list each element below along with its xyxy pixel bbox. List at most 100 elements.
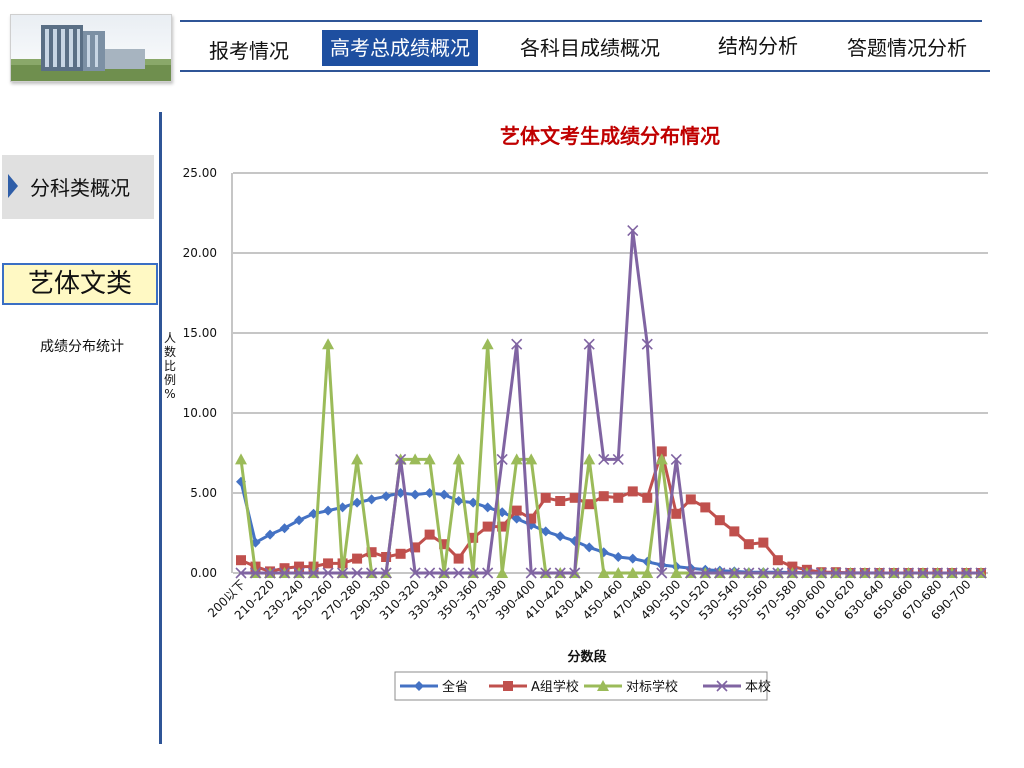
data-point (468, 497, 479, 508)
nav-tab-subject-score[interactable]: 各科目成绩概况 (520, 36, 660, 60)
data-point (511, 338, 523, 350)
data-point (409, 567, 421, 579)
data-point (743, 539, 754, 550)
data-point (423, 453, 436, 465)
data-point (497, 521, 508, 532)
data-point (801, 567, 813, 579)
play-arrow-icon (8, 174, 18, 198)
legend-label: 全省 (442, 679, 468, 695)
data-point (337, 567, 349, 579)
y-axis-label: 人数比例% (163, 331, 176, 401)
sidebar-selected-category[interactable]: 艺体文类 (2, 263, 158, 305)
data-point (917, 567, 929, 579)
data-point (352, 497, 363, 508)
data-point (337, 502, 348, 513)
data-point (236, 555, 246, 566)
data-point (830, 567, 842, 579)
data-point (786, 567, 798, 579)
legend-label: A组学校 (531, 679, 579, 695)
data-point (597, 567, 610, 578)
data-point (410, 489, 421, 500)
nav-tab-registration[interactable]: 报考情况 (209, 39, 289, 63)
data-point (626, 567, 639, 578)
data-point (627, 225, 639, 237)
data-point (352, 553, 363, 564)
sidebar-divider (159, 112, 162, 744)
data-point (540, 492, 551, 503)
data-point (525, 567, 537, 579)
data-point (468, 532, 479, 543)
nav-tab-structure[interactable]: 结构分析 (718, 34, 798, 58)
data-point (655, 453, 668, 465)
data-point (293, 567, 305, 579)
data-point (453, 496, 464, 506)
data-point (656, 567, 668, 579)
school-building-logo (10, 14, 172, 82)
legend-label: 对标学校 (626, 679, 678, 695)
data-point (439, 539, 450, 550)
data-point (612, 453, 624, 465)
data-point (511, 513, 522, 524)
data-point (584, 542, 595, 553)
y-tick-label: 0.00 (190, 566, 217, 580)
y-tick-label: 5.00 (190, 486, 217, 500)
data-point (526, 513, 537, 524)
data-point (729, 526, 740, 537)
data-point (235, 567, 247, 579)
data-point (264, 567, 276, 579)
header-bottom-rule (180, 70, 990, 72)
data-point (279, 523, 290, 534)
data-point (482, 567, 494, 579)
data-point (366, 547, 377, 558)
data-point (598, 453, 610, 465)
legend-marker (503, 681, 513, 691)
data-point (481, 338, 494, 350)
legend-label: 本校 (745, 679, 771, 695)
sidebar-category-label: 分科类概况 (30, 176, 130, 200)
data-point (525, 453, 538, 465)
data-point (671, 508, 682, 519)
header-top-rule (180, 20, 982, 22)
data-point (569, 567, 581, 579)
data-point (728, 567, 740, 579)
data-point (511, 505, 522, 516)
data-point (757, 567, 769, 579)
data-point (699, 567, 711, 579)
data-point (758, 537, 769, 548)
data-point (438, 567, 450, 579)
data-point (496, 453, 508, 465)
data-point (612, 567, 625, 578)
data-point (641, 567, 654, 578)
data-point (395, 548, 406, 559)
sidebar-sub-item[interactable]: 成绩分布统计 (40, 339, 124, 355)
data-point (510, 453, 523, 465)
data-point (278, 567, 291, 579)
data-point (265, 529, 276, 540)
data-point (322, 338, 335, 350)
data-point (627, 486, 638, 497)
data-point (554, 567, 566, 579)
data-point (351, 567, 363, 579)
data-point (873, 567, 885, 579)
data-point (482, 521, 493, 532)
data-point (670, 453, 682, 465)
data-point (700, 502, 711, 513)
data-point (772, 555, 783, 566)
data-point (583, 453, 596, 465)
data-point (395, 453, 407, 465)
data-point (410, 542, 421, 553)
y-tick-label: 25.00 (183, 166, 217, 180)
data-point (452, 453, 465, 465)
data-point (888, 567, 900, 579)
y-tick-label: 15.00 (183, 326, 217, 340)
nav-tab-answer-analysis[interactable]: 答题情况分析 (847, 36, 967, 60)
data-point (859, 567, 871, 579)
data-point (424, 529, 435, 540)
data-point (815, 567, 827, 579)
data-point (613, 552, 624, 562)
data-point (960, 567, 973, 579)
sidebar-category[interactable]: 分科类概况 (2, 155, 154, 219)
data-point (714, 515, 725, 526)
nav-tab-total-score[interactable]: 高考总成绩概况 (322, 30, 478, 66)
